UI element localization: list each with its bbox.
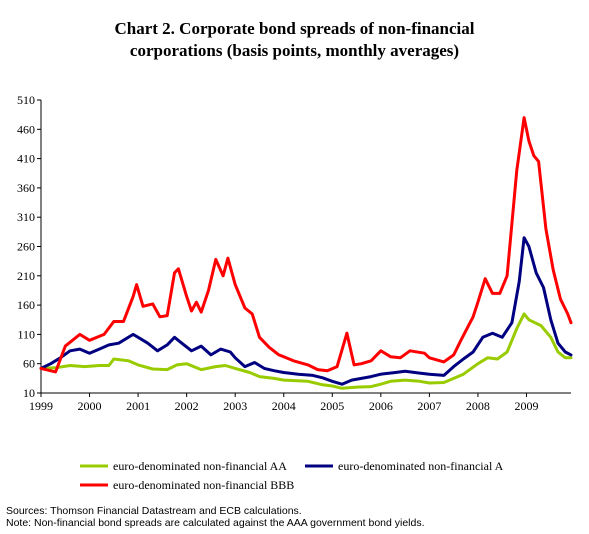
x-tick-label: 2001 bbox=[126, 399, 150, 413]
footnotes: Sources: Thomson Financial Datastream an… bbox=[6, 505, 425, 529]
chart-title: Chart 2. Corporate bond spreads of non-f… bbox=[0, 18, 589, 62]
x-tick-label: 2004 bbox=[272, 399, 296, 413]
x-tick-label: 2002 bbox=[175, 399, 199, 413]
legend-label-bbb: euro-denominated non-financial BBB bbox=[113, 478, 294, 492]
x-tick-label: 2000 bbox=[78, 399, 102, 413]
y-tick-label: 260 bbox=[17, 240, 35, 254]
y-tick-label: 60 bbox=[23, 357, 35, 371]
chart-title-line-2: corporations (basis points, monthly aver… bbox=[129, 41, 460, 60]
y-tick-label: 410 bbox=[17, 152, 35, 166]
series-line-aa bbox=[39, 312, 573, 390]
legend-label-aa: euro-denominated non-financial AA bbox=[113, 459, 287, 473]
legend-label-a: euro-denominated non-financial A bbox=[338, 459, 504, 473]
x-axis-ticks: 1999 2000 2001 2002 2003 2004 2005 2006 2007 2008… bbox=[29, 393, 538, 413]
series-line-a bbox=[39, 236, 573, 386]
legend: euro-denominated non-financial AA euro-d… bbox=[80, 459, 504, 492]
y-tick-label: 210 bbox=[17, 269, 35, 283]
y-tick-label: 460 bbox=[17, 122, 35, 136]
methodology-note: Note: Non-financial bond spreads are cal… bbox=[6, 517, 425, 529]
y-tick-label: 510 bbox=[17, 93, 35, 107]
x-tick-label: 2006 bbox=[369, 399, 393, 413]
y-tick-label: 10 bbox=[23, 386, 35, 400]
series-line-bbb bbox=[39, 116, 573, 374]
x-tick-label: 2005 bbox=[320, 399, 344, 413]
x-tick-label: 2008 bbox=[466, 399, 490, 413]
y-tick-label: 160 bbox=[17, 298, 35, 312]
y-tick-label: 110 bbox=[17, 327, 35, 341]
x-tick-label: 2007 bbox=[417, 399, 441, 413]
x-tick-label: 2003 bbox=[223, 399, 247, 413]
chart-title-line-1: Chart 2. Corporate bond spreads of non-f… bbox=[114, 19, 475, 38]
x-tick-label: 1999 bbox=[29, 399, 53, 413]
data-series bbox=[39, 116, 573, 390]
y-tick-label: 310 bbox=[17, 210, 35, 224]
y-axis-ticks: 10 60 110 160 210 260 310 360 410 460 510 bbox=[17, 93, 41, 400]
x-tick-label: 2009 bbox=[514, 399, 538, 413]
y-tick-label: 360 bbox=[17, 181, 35, 195]
sources-note: Sources: Thomson Financial Datastream an… bbox=[6, 505, 302, 517]
